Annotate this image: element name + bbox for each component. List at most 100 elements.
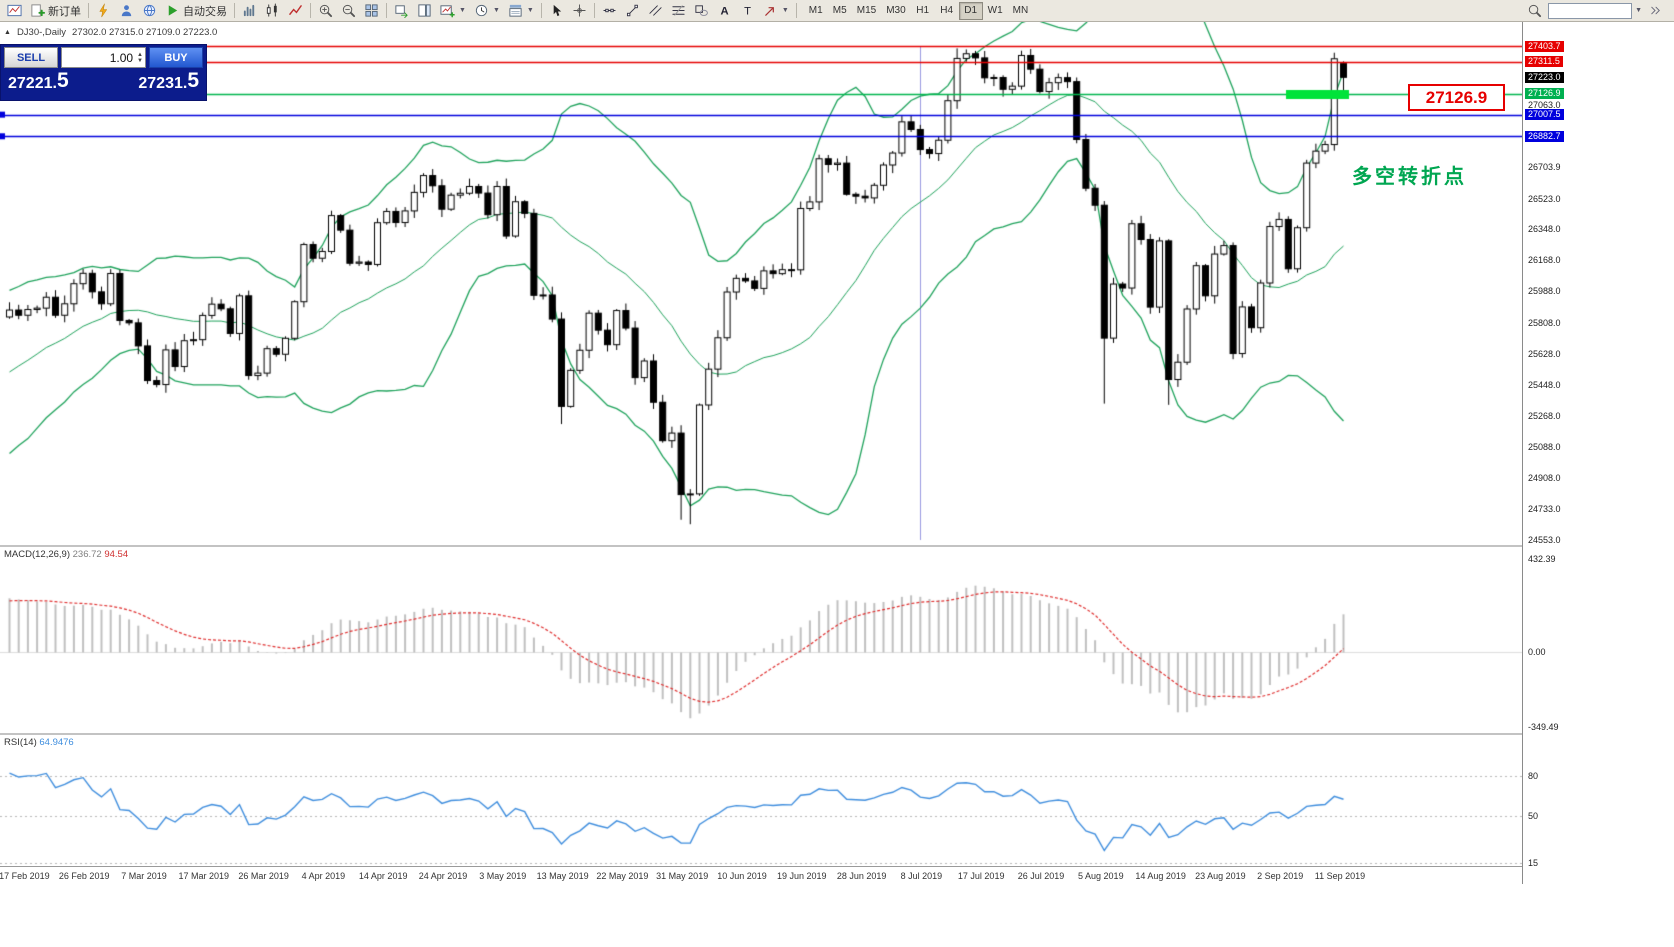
trendline-button[interactable] (621, 1, 644, 21)
buy-button[interactable]: BUY (149, 47, 203, 68)
toolbar-separator (310, 3, 311, 18)
timeframe-h4[interactable]: H4 (935, 2, 959, 20)
rsi-name: RSI(14) (4, 737, 37, 748)
dropdown-arrow-icon[interactable]: ▼ (781, 7, 789, 14)
new-chart-button[interactable]: ▼ (436, 1, 470, 21)
rsi-canvas[interactable] (0, 735, 1522, 866)
volume-spin-buttons[interactable]: ▲ ▼ (137, 52, 143, 64)
price-axis-tick: 25448.0 (1528, 379, 1561, 390)
line-chart-button[interactable] (284, 1, 307, 21)
new-order-button[interactable]: 新订单 (26, 1, 85, 21)
timeframe-d1[interactable]: D1 (958, 1, 983, 20)
auto-arrange-button[interactable] (390, 1, 413, 21)
price-axis-tick: 24733.0 (1528, 503, 1561, 514)
sell-button[interactable]: SELL (4, 47, 58, 68)
dropdown-arrow-icon[interactable]: ▼ (459, 7, 466, 14)
date-label: 3 May 2019 (479, 871, 527, 881)
timeframe-m15[interactable]: M15 (852, 2, 881, 20)
candlestick-chart-button[interactable] (261, 1, 284, 21)
tile-icon (364, 3, 379, 18)
tile-windows-button[interactable] (360, 1, 383, 21)
fibonacci-button[interactable] (667, 1, 690, 21)
date-label: 8 Jul 2019 (900, 871, 943, 881)
time-axis[interactable]: 17 Feb 2019 26 Feb 2019 7 Mar 2019 17 Mar 2… (0, 869, 1522, 884)
ohlc-values: 27302.0 27315.0 27109.0 27223.0 (72, 27, 218, 38)
timeframe-m5[interactable]: M5 (828, 2, 852, 20)
toolbar-overflow-button[interactable] (1644, 1, 1667, 21)
price-int: 27221. (8, 75, 57, 92)
shapes-button[interactable] (690, 1, 713, 21)
date-label: 4 Apr 2019 (301, 871, 346, 881)
zoom-out-icon (341, 3, 356, 18)
date-label: 13 May 2019 (536, 871, 589, 881)
price-axis-tick: 25808.0 (1528, 317, 1561, 328)
zoom-out-button[interactable] (337, 1, 360, 21)
collapse-triangle-icon[interactable]: ▲ (4, 29, 11, 36)
symbol-search-button[interactable] (1523, 1, 1546, 21)
macd-panel-separator[interactable] (0, 545, 1522, 547)
volume-stepper[interactable]: 1.00 ▲ ▼ (61, 47, 146, 68)
toolbar: 新订单 自动交易 ▼ ▼ ▼ A T ▼ M1 M5 M15 M30 H1 H4 D1 W1 MN ▼ (0, 0, 1674, 22)
volume-value[interactable]: 1.00 (109, 50, 134, 65)
volume-down-icon[interactable]: ▼ (137, 57, 143, 64)
chart-window-icon-button[interactable] (3, 1, 26, 21)
template-icon (508, 3, 523, 18)
auto-trading-button[interactable]: 自动交易 (161, 1, 231, 21)
align-charts-button[interactable] (413, 1, 436, 21)
toolbar-separator (386, 3, 387, 18)
periods-button[interactable]: ▼ (470, 1, 504, 21)
search-dropdown-icon[interactable]: ▼ (1635, 7, 1642, 14)
label-button[interactable]: T (736, 1, 759, 21)
date-label: 26 Feb 2019 (58, 871, 110, 881)
symbol-search-input[interactable] (1548, 2, 1633, 19)
macd-signal-value: 94.54 (104, 549, 129, 560)
timeframe-mn[interactable]: MN (1008, 2, 1034, 20)
crosshair-button[interactable] (568, 1, 591, 21)
price-axis-tick: 26168.0 (1528, 255, 1561, 266)
price-axis-tick: 24553.0 (1528, 535, 1561, 545)
volume-up-icon[interactable]: ▲ (137, 51, 143, 58)
rsi-panel-separator[interactable] (0, 733, 1522, 735)
date-label: 10 Jun 2019 (717, 871, 767, 881)
bar-chart-button[interactable] (238, 1, 261, 21)
community-button[interactable] (115, 1, 138, 21)
price-level-flag[interactable]: 27126.9 (1408, 84, 1505, 111)
date-label: 17 Feb 2019 (0, 871, 50, 881)
horizontal-line-button[interactable] (598, 1, 621, 21)
timeframe-m1[interactable]: M1 (804, 2, 828, 20)
date-label: 7 Mar 2019 (121, 871, 167, 881)
alerts-button[interactable] (92, 1, 115, 21)
zoom-in-button[interactable] (314, 1, 337, 21)
chevrons-icon (1648, 3, 1663, 18)
market-news-button[interactable] (138, 1, 161, 21)
price-chart-canvas[interactable] (0, 22, 1522, 545)
timeframe-h1[interactable]: H1 (911, 2, 935, 20)
text-a-icon: A (717, 3, 732, 18)
channel-button[interactable] (644, 1, 667, 21)
cursor-button[interactable] (545, 1, 568, 21)
price-level-tag: 27007.5 (1525, 109, 1564, 121)
toolbar-separator (234, 3, 235, 18)
timeframe-w1[interactable]: W1 (983, 2, 1008, 20)
dropdown-arrow-icon[interactable]: ▼ (526, 7, 534, 14)
templates-button[interactable]: ▼ (504, 1, 538, 21)
buy-price[interactable]: 27231.5 (138, 69, 199, 94)
price-axis-tick: 24908.0 (1528, 473, 1561, 484)
macd-name: MACD(12,26,9) (4, 549, 70, 560)
symbol-period-line: ▲ DJ30-,Daily 27302.0 27315.0 27109.0 27… (4, 27, 217, 38)
shapes-icon (694, 3, 709, 18)
arrows-button[interactable]: ▼ (759, 1, 793, 21)
toolbar-separator (795, 3, 797, 18)
bar-chart-icon (242, 3, 257, 18)
date-label: 22 May 2019 (596, 871, 649, 881)
text-button[interactable]: A (713, 1, 736, 21)
sell-price[interactable]: 27221.5 (8, 69, 69, 94)
date-label: 26 Jul 2019 (1017, 871, 1065, 881)
price-level-tag: 27126.9 (1525, 88, 1564, 100)
timeframe-m30[interactable]: M30 (881, 2, 910, 20)
macd-canvas[interactable] (0, 547, 1522, 733)
new-order-icon (30, 3, 45, 18)
rsi-value: 64.9476 (39, 737, 74, 748)
dropdown-arrow-icon[interactable]: ▼ (492, 7, 500, 14)
price-axis[interactable]: 27063.0 26703.9 26523.0 26348.0 26168.0 25988… (1522, 22, 1674, 884)
